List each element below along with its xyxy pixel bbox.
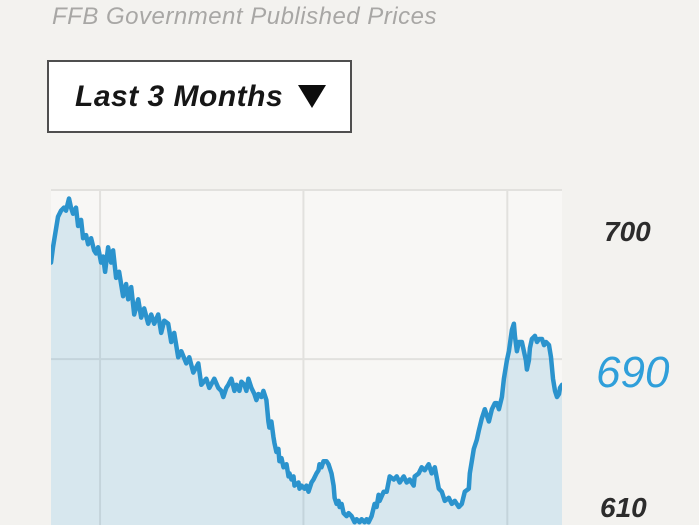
price-chart xyxy=(51,189,562,525)
current-price-label: 690 xyxy=(596,348,670,397)
area-fill xyxy=(51,198,562,525)
price-chart-svg xyxy=(51,189,562,525)
y-axis-tick-610: 610 xyxy=(600,492,647,523)
y-axis-tick-700: 700 xyxy=(604,216,651,247)
price-line xyxy=(51,196,562,525)
triangle-down-icon xyxy=(298,85,326,108)
period-dropdown[interactable]: Last 3 Months xyxy=(47,60,352,133)
period-dropdown-value: Last 3 Months xyxy=(75,79,284,113)
page-title: FFB Government Published Prices xyxy=(52,3,437,30)
